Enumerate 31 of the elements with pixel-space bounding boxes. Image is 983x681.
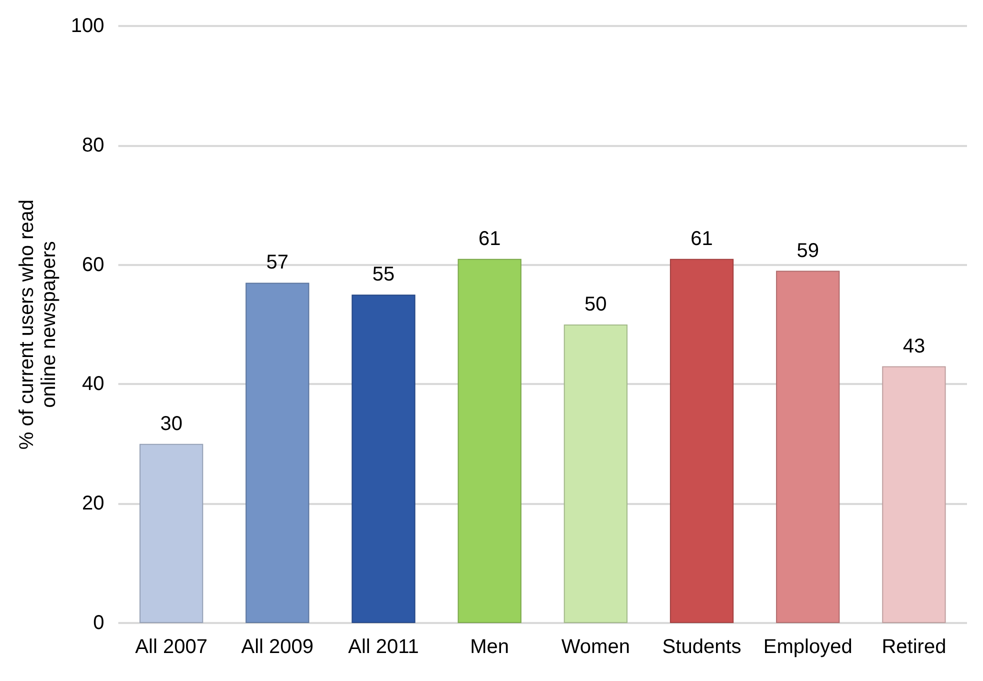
y-tick-label: 100 bbox=[70, 15, 104, 37]
x-tick-label: Employed bbox=[763, 636, 852, 658]
bar bbox=[564, 324, 628, 623]
data-label: 61 bbox=[478, 228, 501, 250]
bar bbox=[776, 270, 840, 623]
x-tick-label: Retired bbox=[882, 636, 946, 658]
y-tick-label: 80 bbox=[82, 134, 104, 156]
y-tick-label: 60 bbox=[82, 254, 104, 276]
x-tick-label: All 2011 bbox=[348, 636, 419, 658]
bar bbox=[246, 282, 310, 623]
y-tick-label: 20 bbox=[82, 492, 104, 515]
x-tick-label: All 2007 bbox=[135, 636, 208, 658]
data-label: 50 bbox=[584, 294, 607, 316]
data-label: 59 bbox=[796, 240, 819, 262]
x-tick-label: Students bbox=[662, 636, 742, 658]
y-tick-label: 40 bbox=[82, 373, 104, 396]
bar bbox=[882, 366, 946, 623]
bar bbox=[139, 444, 204, 623]
x-tick-label: All 2009 bbox=[241, 636, 314, 658]
x-tick-label: Men bbox=[470, 636, 510, 658]
bar bbox=[670, 258, 734, 623]
data-label: 61 bbox=[690, 228, 713, 250]
bar bbox=[352, 294, 416, 623]
bar bbox=[458, 258, 522, 623]
y-tick-label: 0 bbox=[93, 612, 104, 634]
data-label: 30 bbox=[160, 412, 182, 435]
data-label: 57 bbox=[266, 252, 289, 274]
x-tick-label: Women bbox=[561, 636, 630, 658]
y-axis-title: % of current users who read online newspapers bbox=[16, 199, 60, 450]
data-label: 43 bbox=[902, 335, 926, 358]
data-label: 55 bbox=[372, 264, 395, 286]
